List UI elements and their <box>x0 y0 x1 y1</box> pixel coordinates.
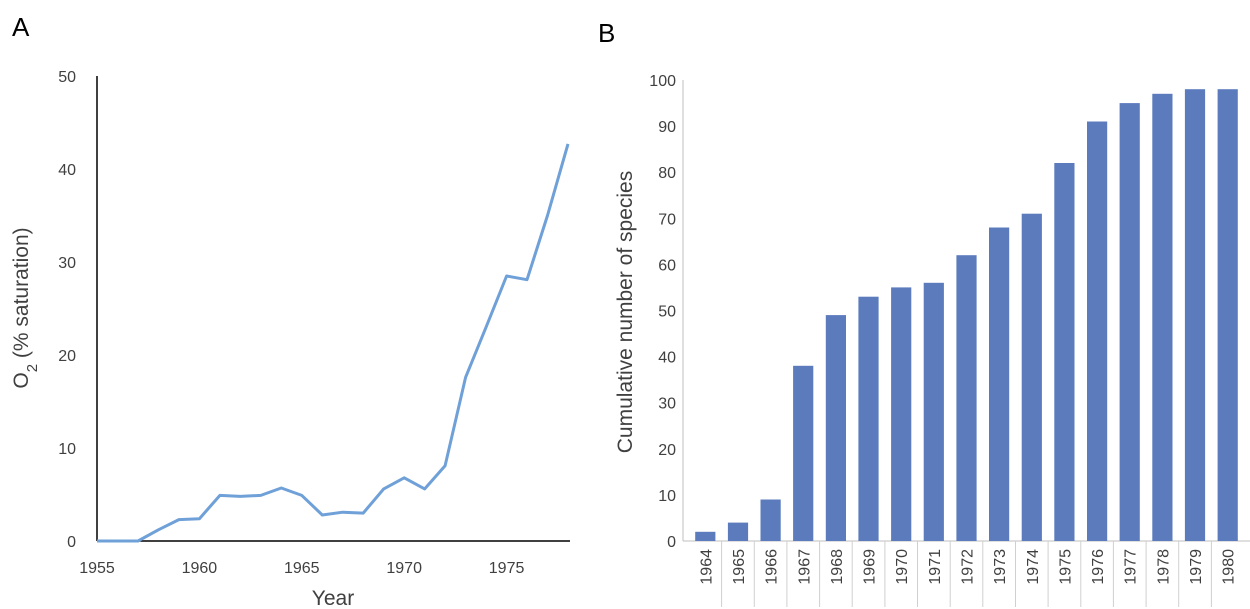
panel-b-y-tick-label: 70 <box>658 211 676 228</box>
panel-b-x-tick-label: 1965 <box>731 549 748 585</box>
panel-a-x-tick-label: 1975 <box>489 560 525 577</box>
panel-a-y-tick-label: 20 <box>58 348 76 365</box>
panel-a-x-axis-title: Year <box>312 587 354 609</box>
panel-b-x-tick-label: 1974 <box>1025 549 1042 585</box>
panel-b-bars <box>695 89 1238 542</box>
panel-b-label: B <box>598 18 615 48</box>
panel-b-bar <box>858 296 879 541</box>
panel-a-y-tick-label: 0 <box>67 534 76 551</box>
panel-b-y-tick-label: 40 <box>658 350 676 367</box>
panel-b-bar <box>891 287 912 541</box>
panel-b-bar <box>1021 213 1042 541</box>
panel-b-y-tick-label: 80 <box>658 165 676 182</box>
panel-b-y-tick-label: 20 <box>658 442 676 459</box>
panel-a-y-axis-title: O2 (% saturation) <box>10 227 41 388</box>
panel-b-x-tick-label: 1964 <box>698 549 715 585</box>
panel-a-x-tick-label: 1960 <box>182 560 218 577</box>
panel-a-x-ticks: 1955 1960 1965 1970 1975 <box>79 560 524 577</box>
panel-b-bar <box>1119 103 1140 541</box>
panel-b-bar <box>825 315 846 541</box>
panel-b-x-tick-label: 1966 <box>764 549 781 585</box>
panel-a-y-tick-label: 10 <box>58 441 76 458</box>
panel-b-bar <box>695 531 716 541</box>
panel-b-bar <box>989 227 1010 541</box>
panel-b-y-tick-label: 60 <box>658 257 676 274</box>
panel-b-bar <box>1184 89 1206 541</box>
panel-b-y-tick-label: 30 <box>658 396 676 413</box>
panel-a-y-tick-label: 50 <box>58 69 76 86</box>
panel-a-o2-series-line <box>97 143 570 543</box>
panel-b-x-ticks: 1964 1965 1966 1967 1968 1969 1970 1971 1972 1973… <box>698 541 1238 607</box>
panel-b-x-tick-label: 1968 <box>829 549 846 585</box>
panel-b-x-tick-label: 1979 <box>1188 549 1205 585</box>
panel-b-bar <box>793 365 814 541</box>
panel-b-x-tick-label: 1969 <box>862 549 879 585</box>
panel-b-x-tick-label: 1977 <box>1123 549 1140 585</box>
panel-b-x-tick-label: 1978 <box>1155 549 1172 585</box>
panel-b-y-tick-label: 0 <box>667 534 676 551</box>
panel-b-y-tick-label: 100 <box>649 73 676 90</box>
panel-b-x-tick-label: 1975 <box>1057 549 1074 585</box>
panel-b-bar <box>923 282 944 541</box>
panel-b-x-tick-label: 1972 <box>960 549 977 585</box>
panel-b-bar <box>1152 93 1173 542</box>
panel-a-y-axis-title-main: O <box>10 372 33 388</box>
panel-b-bar <box>1054 163 1075 541</box>
panel-a-y-axis-title-subscript: 2 <box>24 364 41 372</box>
panel-a-x-tick-label: 1970 <box>386 560 422 577</box>
panel-b-bar <box>727 522 749 541</box>
panel-b-x-tick-label: 1967 <box>796 549 813 585</box>
panel-a-y-tick-label: 40 <box>58 162 76 179</box>
panel-b-x-tick-label: 1980 <box>1221 549 1238 585</box>
panel-b-bar <box>1217 89 1238 541</box>
panel-b-y-tick-label: 10 <box>658 488 676 505</box>
panel-b-x-tick-label: 1971 <box>927 549 944 585</box>
panel-b-y-tick-label: 50 <box>658 304 676 321</box>
panel-b-bar <box>760 499 781 541</box>
panel-b-x-tick-label: 1973 <box>992 549 1009 585</box>
panel-a-x-tick-label: 1955 <box>79 560 115 577</box>
panel-b-bar <box>956 255 977 541</box>
panel-b-x-tick-label: 1970 <box>894 549 911 585</box>
panel-a-y-axis-title-rest: (% saturation) <box>10 227 33 364</box>
panel-b-bar <box>1087 121 1108 541</box>
panel-b-x-tick-label: 1976 <box>1090 549 1107 585</box>
panel-b-y-tick-label: 90 <box>658 119 676 136</box>
panel-a-y-ticks: 0 10 20 30 40 50 <box>58 69 76 551</box>
panel-b-y-ticks: 0 10 20 30 40 50 60 70 80 90 100 <box>649 73 676 551</box>
panel-a-y-tick-label: 30 <box>58 255 76 272</box>
panel-a-label: A <box>12 12 30 42</box>
panel-a-x-tick-label: 1965 <box>284 560 320 577</box>
panel-b-y-axis-title: Cumulative number of species <box>614 171 637 453</box>
